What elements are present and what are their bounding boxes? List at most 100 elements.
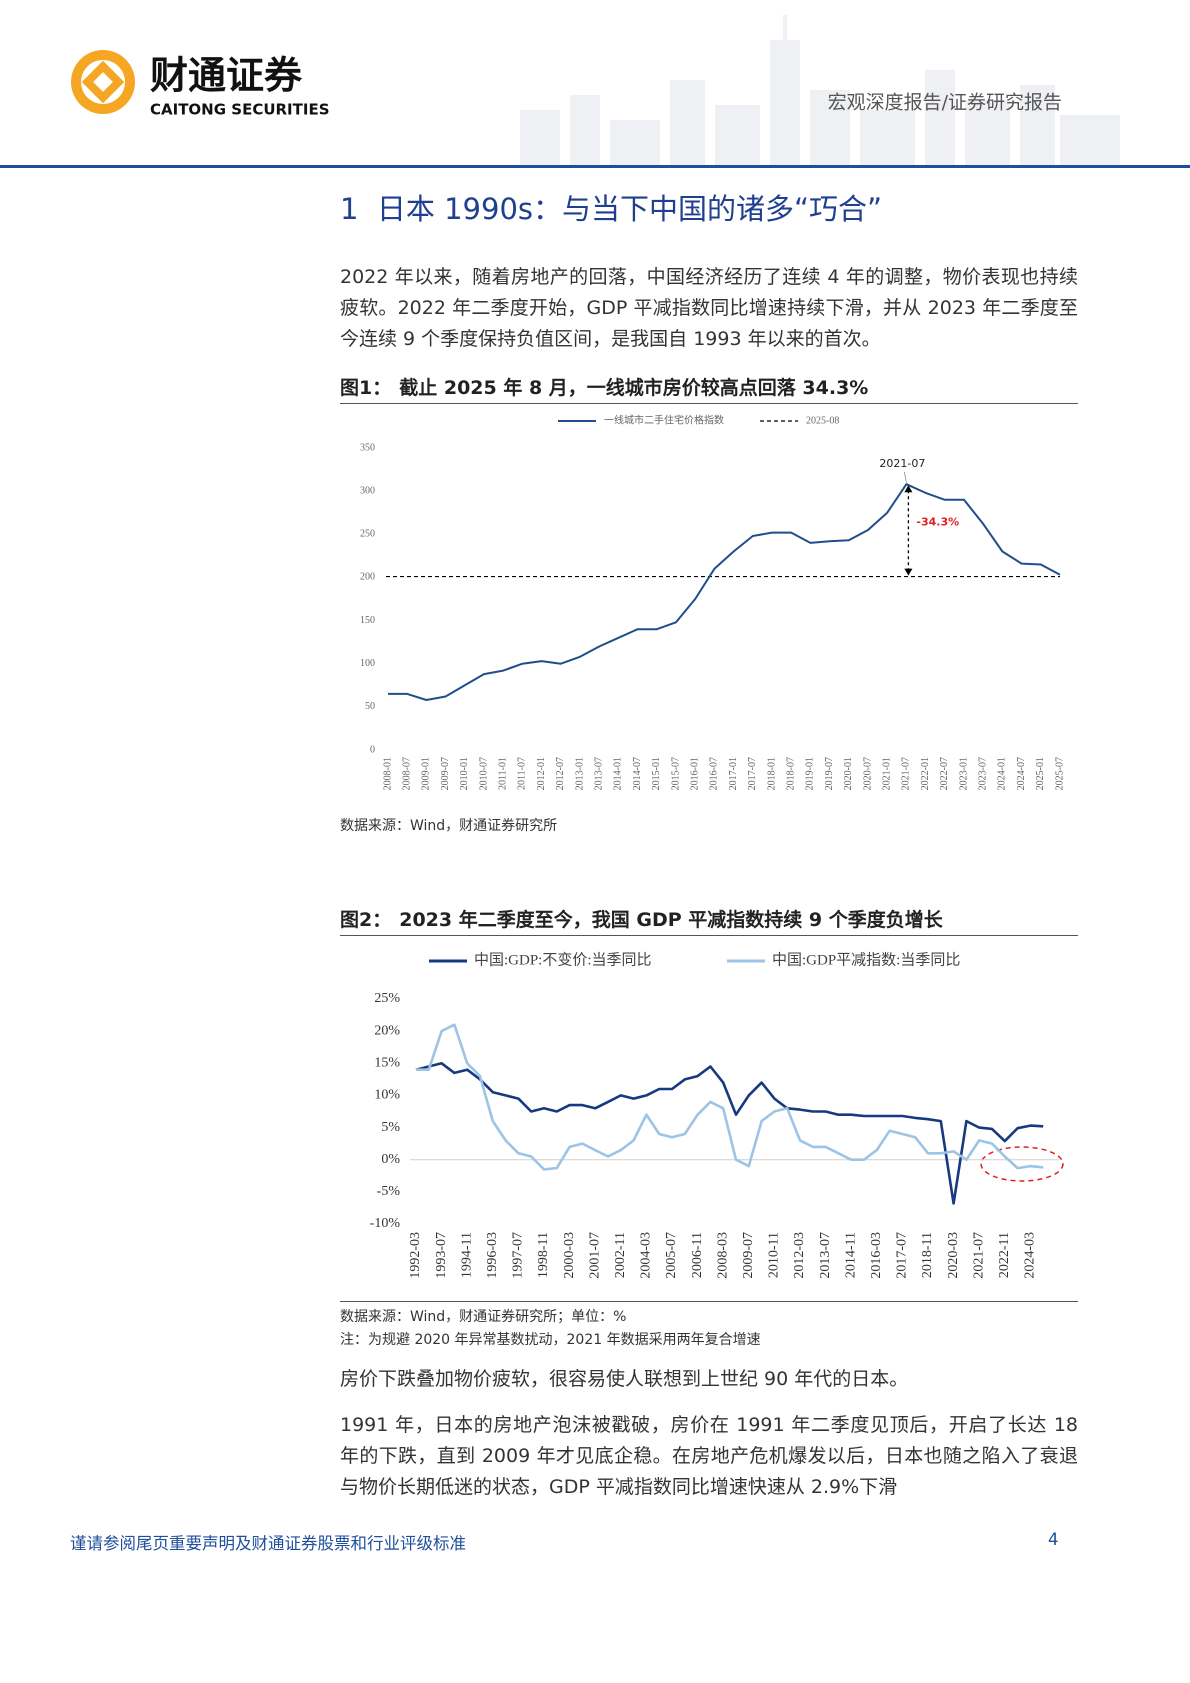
- x-tick-label: 1998-11: [536, 1232, 551, 1278]
- y-tick-label: 250: [360, 529, 375, 540]
- x-tick-label: 2000-03: [562, 1232, 577, 1279]
- y-tick-label: 200: [360, 572, 375, 583]
- x-tick-label: 2015-01: [651, 757, 662, 790]
- figure-source: 数据来源：Wind，财通证券研究所: [340, 818, 558, 834]
- x-tick-label: 2018-07: [785, 757, 796, 790]
- annotation-leader: [904, 472, 907, 483]
- y-tick-label: 20%: [374, 1023, 400, 1038]
- y-tick-label: 100: [360, 658, 375, 669]
- x-tick-label: 2015-07: [670, 757, 681, 790]
- paragraph: 房价下跌叠加物价疲软，很容易使人联想到上世纪 90 年代的日本。: [340, 1368, 909, 1390]
- legend-label: 2025-08: [806, 415, 839, 426]
- x-tick-label: 2016-01: [689, 757, 700, 790]
- section-title: 1 日本 1990s：与当下中国的诸多“巧合”: [340, 192, 883, 226]
- x-tick-label: 2002-11: [613, 1232, 628, 1278]
- x-tick-label: 1996-03: [485, 1232, 500, 1279]
- x-tick-label: 2001-07: [587, 1232, 602, 1279]
- figure-title: 图1： 截止 2025 年 8 月，一线城市房价较高点回落 34.3%: [340, 373, 1078, 404]
- y-tick-label: 150: [360, 615, 375, 626]
- y-tick-label: 10%: [374, 1088, 400, 1103]
- x-tick-label: 2004-03: [639, 1232, 654, 1279]
- x-tick-label: 2011-07: [517, 757, 528, 790]
- series-line: [415, 1062, 1044, 1205]
- highlight-ellipse: [980, 1146, 1064, 1182]
- x-tick-label: 2011-01: [497, 757, 508, 790]
- x-tick-label: 2022-07: [939, 757, 950, 790]
- paragraph: 2022 年以来，随着房地产的回落，中国经济经历了连续 4 年的调整，物价表现也…: [340, 266, 1078, 350]
- x-tick-label: 2010-11: [767, 1232, 782, 1278]
- y-tick-label: 50: [365, 701, 375, 712]
- legend-label: 中国:GDP:不变价:当季同比: [474, 951, 652, 968]
- y-tick-label: 0: [370, 744, 375, 755]
- x-tick-label: 2010-07: [478, 757, 489, 790]
- x-tick-label: 2025-07: [1054, 757, 1065, 790]
- figure-label: 图2：: [340, 909, 392, 931]
- chart: -10% -5% 0% 5% 10% 15% 20% 25% 1992-03 1993-07 199…: [340, 951, 1078, 1302]
- x-tick-label: 2013-07: [593, 757, 604, 790]
- x-tick-label: 2024-07: [1016, 757, 1027, 790]
- x-tick-label: 2005-07: [664, 1232, 679, 1279]
- x-tick-label: 2012-01: [536, 757, 547, 790]
- x-tick-label: 2017-07: [895, 1232, 910, 1279]
- x-tick-label: 2020-07: [862, 757, 873, 790]
- logo-name-en: CAITONG SECURITIES: [150, 101, 330, 119]
- x-tick-label: 1997-07: [511, 1232, 526, 1279]
- y-tick-label: -5%: [377, 1184, 401, 1199]
- x-tick-label: 2013-07: [818, 1232, 833, 1279]
- x-tick-label: 2021-01: [881, 757, 892, 790]
- legend-label: 中国:GDP平减指数:当季同比: [772, 951, 960, 968]
- x-tick-label: 2019-07: [824, 757, 835, 790]
- figure-caption: 截止 2025 年 8 月，一线城市房价较高点回落 34.3%: [399, 377, 869, 399]
- x-tick-label: 2010-01: [459, 757, 470, 790]
- x-tick-label: 2008-07: [401, 757, 412, 790]
- figure-note: 注：为规避 2020 年异常基数扰动，2021 年数据采用两年复合增速: [340, 1332, 761, 1348]
- arrow-head: [904, 485, 913, 493]
- figure-caption: 2023 年二季度至今，我国 GDP 平减指数持续 9 个季度负增长: [399, 909, 943, 931]
- paragraph: 1991 年，日本的房地产泡沫被戳破，房价在 1991 年二季度见顶后，开启了长…: [340, 1414, 1078, 1498]
- series-line: [388, 483, 1061, 701]
- x-tick-label: 2016-03: [869, 1232, 884, 1279]
- x-tick-label: 2008-03: [715, 1232, 730, 1279]
- chart: 0 50 100 150 200 250 300 350 2008-01 2008-07 2009-…: [360, 413, 1065, 790]
- x-tick-label: 1992-03: [408, 1232, 423, 1279]
- y-tick-label: -10%: [370, 1216, 401, 1231]
- y-tick-label: 25%: [374, 991, 400, 1006]
- x-tick-label: 2022-01: [920, 757, 931, 790]
- x-tick-label: 2006-11: [690, 1232, 705, 1278]
- y-tick-label: 300: [360, 485, 375, 496]
- x-tick-label: 2017-01: [728, 757, 739, 790]
- x-tick-label: 2018-01: [766, 757, 777, 790]
- series-line: [416, 1023, 1044, 1171]
- annotation-change: -34.3%: [916, 515, 959, 528]
- x-tick-label: 1994-11: [459, 1232, 474, 1278]
- x-tick-label: 2024-01: [997, 757, 1008, 790]
- x-tick-label: 2023-07: [977, 757, 988, 790]
- x-tick-label: 2008-01: [382, 757, 393, 790]
- x-tick-label: 2020-03: [946, 1232, 961, 1279]
- y-tick-label: 350: [360, 442, 375, 453]
- header-graphic: 财通证券 CAITONG SECURITIES 宏观深度报告/证券研究报告: [0, 15, 1190, 168]
- x-tick-label: 2013-01: [574, 757, 585, 790]
- figure-label: 图1：: [340, 377, 392, 399]
- x-tick-label: 2019-01: [805, 757, 816, 790]
- x-tick-label: 2021-07: [901, 757, 912, 790]
- y-tick-label: 15%: [374, 1056, 400, 1071]
- x-tick-label: 2014-01: [613, 757, 624, 790]
- figure-source: 数据来源：Wind，财通证券研究所；单位：%: [340, 1309, 627, 1325]
- x-tick-label: 2025-01: [1035, 757, 1046, 790]
- x-tick-label: 2009-07: [440, 757, 451, 790]
- annotation-label: 2021-07: [879, 457, 925, 470]
- x-tick-label: 2017-07: [747, 757, 758, 790]
- x-tick-label: 2016-07: [709, 757, 720, 790]
- x-tick-label: 2009-01: [421, 757, 432, 790]
- x-tick-label: 2023-01: [958, 757, 969, 790]
- x-tick-label: 2014-07: [632, 757, 643, 790]
- x-tick-label: 2012-03: [792, 1232, 807, 1279]
- x-tick-label: 2021-07: [971, 1232, 986, 1279]
- y-tick-label: 5%: [381, 1120, 400, 1135]
- x-tick-label: 1993-07: [434, 1232, 449, 1279]
- x-tick-label: 2014-11: [843, 1232, 858, 1278]
- report-type: 宏观深度报告/证券研究报告: [828, 92, 1062, 114]
- footer-disclaimer: 谨请参阅尾页重要声明及财通证券股票和行业评级标准: [70, 1534, 466, 1553]
